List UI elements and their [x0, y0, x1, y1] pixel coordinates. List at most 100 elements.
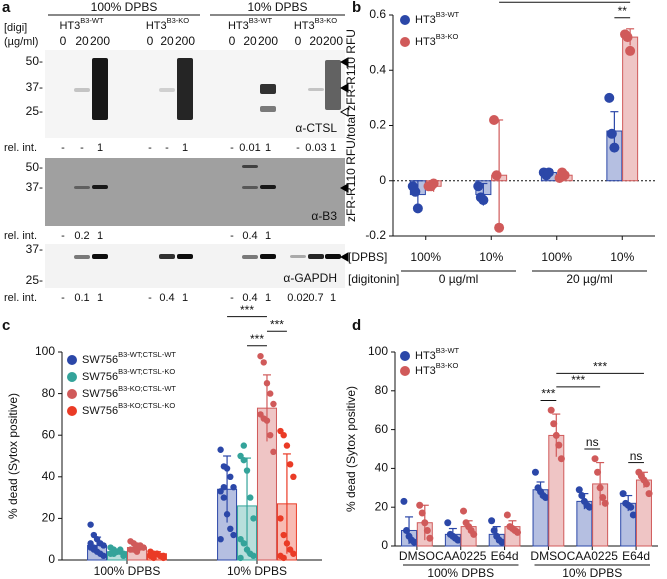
legend-label-base: SW756 [82, 405, 118, 417]
x-tick-label: 100% [541, 250, 572, 264]
x-tick-label: 10% [479, 250, 503, 264]
dose-label: 0 [60, 34, 67, 48]
legend-label-base: SW756 [82, 354, 118, 366]
dose-label: 0 [229, 34, 236, 48]
data-point [133, 548, 141, 555]
data-point [643, 480, 651, 488]
band-arrow [339, 83, 349, 93]
y-tick-label: 0 [48, 552, 55, 566]
data-point [557, 455, 565, 463]
rel-int-value: - [61, 230, 65, 242]
legend-label-sup: B3-KO [436, 361, 459, 370]
rel-int-value: 0.03 [305, 142, 326, 154]
legend-marker [400, 366, 410, 376]
dose-label: 200 [258, 34, 278, 48]
data-point [280, 432, 287, 439]
data-point [217, 446, 224, 453]
blot-band [74, 186, 90, 189]
cell-line-label: HT3B3-KO [294, 16, 337, 32]
dose-label: 20 [243, 34, 257, 48]
blot-band [159, 254, 175, 259]
rel-int-label: rel. int. [4, 230, 37, 242]
dose-label: 200 [175, 34, 195, 48]
band-arrow [339, 57, 349, 67]
rel-int-value: - [80, 142, 84, 154]
data-point [402, 526, 410, 534]
rel-int-value: 1 [265, 230, 271, 242]
cell-line-label: HT3B3-KO [146, 16, 189, 32]
legend-label-sup: B3-WT [436, 10, 460, 19]
row-label: [digitonin] [348, 272, 399, 286]
data-point [498, 538, 506, 546]
data-point [100, 552, 107, 560]
rel-int-value: 0.4 [242, 292, 257, 304]
significance-label: ns [630, 449, 643, 463]
cell-line-label-sup: B3-WT [249, 16, 273, 25]
group-label: 20 µg/ml [566, 272, 612, 286]
mw-marker: 37- [26, 242, 43, 256]
data-point [120, 552, 127, 560]
rel-int-value: - [148, 292, 152, 304]
legend-label-sup: B3-KO;CTSL-WT [118, 384, 176, 393]
x-tick-label: E64d [622, 549, 650, 563]
rel-int-value: - [61, 142, 65, 154]
data-point [550, 420, 558, 428]
significance-label: *** [270, 317, 284, 331]
x-tick-label: E64d [491, 549, 519, 563]
y-tick-label: 0 [379, 173, 386, 187]
y-tick-label: 20 [375, 499, 389, 513]
y-tick-label: 60 [42, 427, 56, 441]
legend-label-sup: B3-WT [436, 346, 460, 355]
dose-label: 20 [75, 34, 89, 48]
mw-marker: 25- [26, 104, 43, 118]
rel-int-value: 1 [97, 142, 103, 154]
legend-label-sup: B3-WT;CTSL-KO [118, 367, 175, 376]
data-point [250, 552, 257, 560]
rel-int-value: 0.4 [242, 230, 257, 242]
mw-marker: 50- [26, 54, 43, 68]
data-point [645, 490, 653, 498]
data-point [90, 544, 98, 551]
data-point [400, 497, 408, 505]
data-point [87, 521, 94, 528]
panel-letter: d [352, 317, 361, 334]
rel-int-value: - [148, 142, 152, 154]
legend-marker [400, 37, 410, 47]
mw-marker: 37- [26, 80, 43, 94]
legend-label: HT3B3-KO [415, 32, 458, 48]
y-tick-label: 80 [42, 386, 56, 400]
band-arrow [339, 107, 349, 117]
blot-band [92, 58, 108, 120]
significance-label: *** [593, 360, 607, 374]
panel-letter: b [352, 0, 361, 16]
condition-label: 10% DPBS [247, 0, 307, 14]
cell-line-label-base: HT3 [294, 20, 315, 32]
rel-int-value: 0.01 [239, 142, 260, 154]
blot-band [159, 88, 175, 92]
blot-band [242, 165, 258, 168]
data-point [243, 467, 251, 474]
y-tick-label: 40 [42, 469, 56, 483]
legend-label-base: HT3 [415, 350, 436, 362]
rel-int-value: 0.2 [74, 230, 89, 242]
data-point [559, 170, 570, 181]
data-point [283, 540, 291, 547]
dose-label: 20 [160, 34, 174, 48]
data-point [140, 544, 147, 551]
data-point [552, 431, 560, 439]
rel-int-value: 1 [97, 292, 103, 304]
blot-band [177, 58, 193, 120]
data-point [578, 492, 586, 500]
data-point [230, 484, 237, 491]
legend-label-base: HT3 [415, 14, 436, 26]
data-point [220, 484, 228, 491]
bar [635, 479, 652, 547]
x-tick-label: DMSO [399, 549, 435, 563]
data-point [575, 486, 583, 494]
rel-int-value: - [296, 142, 300, 154]
rel-int-value: 1 [265, 292, 271, 304]
rel-int-value: 0.7 [308, 292, 323, 304]
y-tick-label: 0.2 [369, 118, 386, 132]
blot-band [260, 185, 276, 189]
